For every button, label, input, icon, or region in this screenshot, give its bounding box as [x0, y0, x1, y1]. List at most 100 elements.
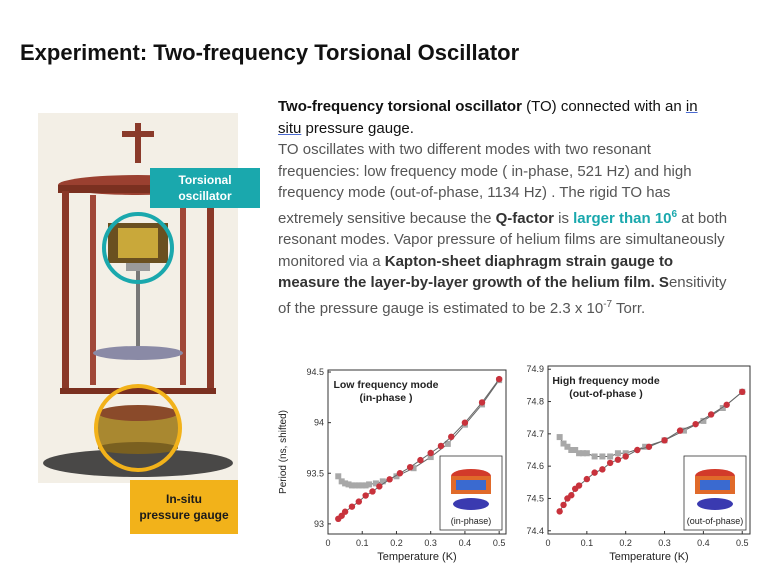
- data-point: [417, 456, 424, 464]
- data-point: [568, 492, 575, 499]
- data-point: [461, 419, 469, 426]
- data-point: [576, 450, 583, 457]
- data-point: [579, 450, 586, 457]
- data-point: [427, 449, 434, 457]
- data-point: [634, 446, 641, 454]
- x-tick-label: 0.1: [581, 538, 594, 548]
- lead-bold: Two-frequency torsional oscillator: [278, 98, 522, 115]
- x-tick-label: 0.5: [493, 538, 506, 548]
- data-point: [376, 483, 383, 490]
- data-point: [560, 501, 567, 509]
- x-tick-label: 0.5: [736, 538, 749, 548]
- inset-shape: [700, 480, 730, 490]
- x-tick-label: 0.3: [424, 538, 437, 548]
- data-point: [427, 454, 434, 461]
- callout-line: In-situ: [166, 492, 202, 506]
- data-point: [645, 443, 653, 450]
- data-point: [362, 482, 369, 489]
- data-point: [556, 508, 563, 515]
- larger-exponent: 6: [671, 208, 678, 220]
- data-point: [342, 480, 349, 487]
- data-point: [352, 482, 359, 489]
- description-text: Two-frequency torsional oscillator (TO) …: [278, 96, 728, 319]
- data-point: [386, 476, 393, 483]
- data-point: [575, 482, 583, 489]
- data-point: [448, 433, 455, 441]
- chart-title: High frequency mode: [552, 375, 660, 387]
- data-point: [599, 466, 606, 473]
- body-paragraph: TO oscillates with two different modes w…: [278, 139, 728, 319]
- data-point: [366, 481, 373, 488]
- data-point: [680, 427, 687, 434]
- data-point: [707, 411, 715, 418]
- torr-text: Torr.: [612, 299, 646, 317]
- data-point: [583, 475, 591, 483]
- x-tick-label: 0: [545, 538, 550, 548]
- data-point: [355, 498, 363, 505]
- data-point: [338, 478, 345, 485]
- low-frequency-chart: 0 0.1 0.2 0.3 0.4 0.5 93 93.5 94 94.5 Temperature …: [278, 367, 507, 563]
- chart-subtitle: (out-of-phase ): [569, 388, 643, 400]
- data-point: [700, 417, 707, 424]
- data-point: [572, 447, 579, 453]
- y-tick-label: 74.7: [526, 429, 544, 439]
- chart-subtitle: (in-phase ): [359, 392, 412, 404]
- body-text-3: ensitivity of the pressure gauge is esti…: [278, 274, 727, 317]
- data-point: [372, 480, 379, 487]
- inset-label: (out-of-phase): [687, 516, 744, 526]
- data-point: [606, 459, 614, 467]
- data-point: [359, 482, 366, 489]
- x-tick-label: 0.4: [697, 538, 710, 548]
- chart-title: Low frequency mode: [333, 379, 438, 391]
- data-point: [369, 488, 376, 495]
- pressure-gauge-callout: In-situ pressure gauge: [130, 480, 238, 534]
- data-point: [692, 420, 699, 428]
- inset-shape: [456, 480, 486, 490]
- y-tick-label: 93: [314, 519, 324, 529]
- x-tick-label: 0.3: [658, 538, 671, 548]
- body-text-2: at both resonant modes. Vapor pressure o…: [278, 209, 728, 270]
- larger-label: larger than 10: [573, 209, 672, 227]
- data-point: [591, 453, 598, 460]
- data-point: [607, 453, 614, 460]
- inset-label: (in-phase): [451, 516, 492, 526]
- y-tick-label: 74.8: [526, 397, 544, 407]
- x-tick-label: 0.2: [619, 538, 632, 548]
- data-point: [355, 482, 362, 489]
- data-point: [335, 473, 342, 480]
- x-tick-label: 0.4: [459, 538, 472, 548]
- x-tick-label: 0: [325, 538, 330, 548]
- data-point: [661, 437, 668, 444]
- y-tick-label: 74.5: [526, 493, 544, 503]
- data-point: [591, 469, 598, 476]
- data-point: [723, 401, 730, 408]
- data-point: [614, 456, 622, 463]
- lead-in-link: in: [685, 98, 698, 115]
- inset-shape: [453, 498, 489, 510]
- data-point: [583, 450, 590, 457]
- y-tick-label: 74.9: [526, 364, 544, 374]
- data-point: [478, 399, 486, 406]
- y-tick-label: 93.5: [306, 468, 324, 478]
- data-point: [560, 440, 567, 447]
- callout-line: oscillator: [178, 189, 232, 203]
- data-point: [341, 508, 349, 515]
- body-text-1: TO oscillates with two different modes w…: [278, 141, 692, 227]
- data-point: [345, 481, 352, 488]
- lead-sentence: Two-frequency torsional oscillator (TO) …: [278, 96, 728, 139]
- page-title: Experiment: Two-frequency Torsional Osci…: [20, 40, 520, 65]
- q-factor: Q-factor: [495, 209, 554, 227]
- lead-text: (TO) connected with an: [521, 98, 686, 115]
- data-point: [495, 375, 503, 383]
- data-point: [348, 503, 356, 510]
- y-axis-label: Period (ns, shifted): [278, 410, 289, 494]
- data-point: [622, 450, 629, 457]
- data-point: [379, 478, 386, 485]
- y-tick-label: 74.4: [526, 526, 544, 536]
- data-point: [599, 453, 606, 460]
- torsional-oscillator-callout: Torsional oscillator: [150, 168, 260, 208]
- high-frequency-chart: 0 0.1 0.2 0.3 0.4 0.5 74.4 74.5 74.6 74.7 74.8 74.9…: [526, 364, 751, 563]
- inset-shape: [697, 498, 733, 510]
- callout-line: pressure gauge: [139, 508, 229, 522]
- lead-end: pressure gauge.: [301, 119, 414, 137]
